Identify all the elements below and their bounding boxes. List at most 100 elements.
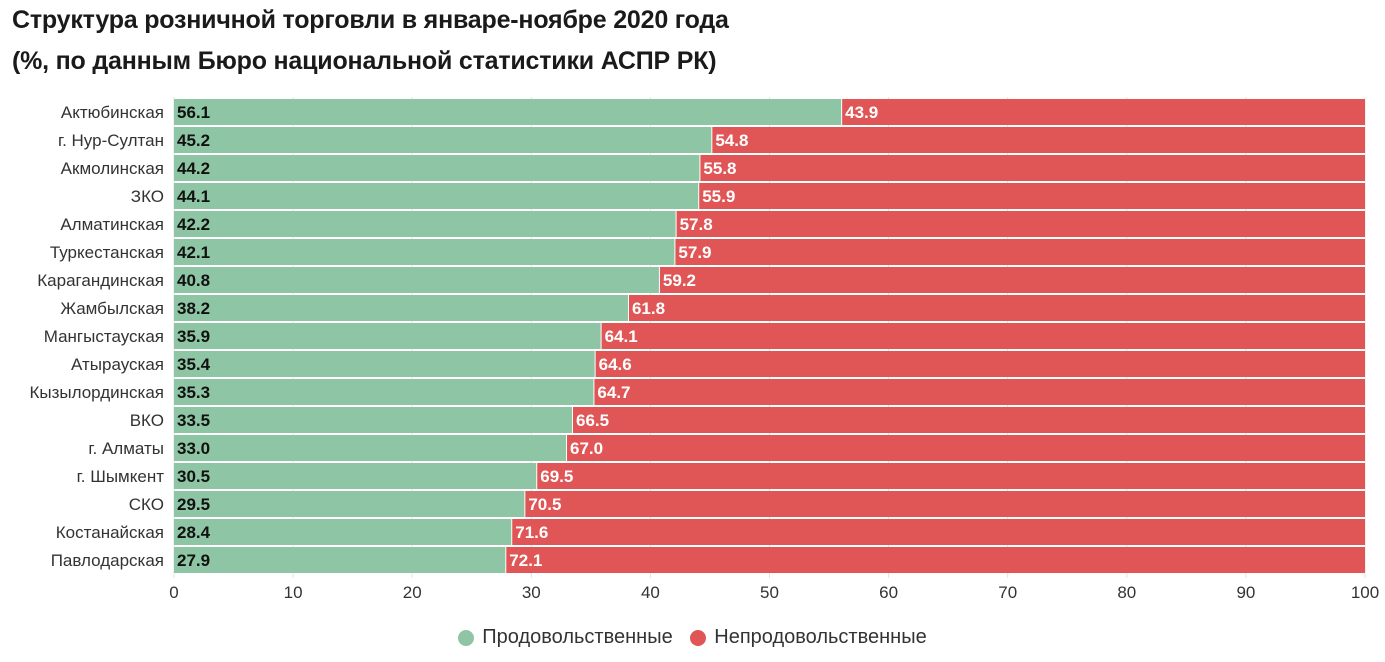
bar-nonfood bbox=[594, 379, 1365, 405]
legend-item-nonfood: Непродовольственные bbox=[690, 626, 927, 649]
legend-item-food: Продовольственные bbox=[458, 626, 673, 649]
bar-food bbox=[174, 379, 594, 405]
bar-nonfood bbox=[699, 183, 1365, 209]
data-label-nonfood: 66.5 bbox=[576, 411, 609, 430]
data-label-food: 35.3 bbox=[177, 383, 210, 402]
bar-food bbox=[174, 351, 595, 377]
bar-food bbox=[174, 183, 699, 209]
x-tick-label: 40 bbox=[641, 583, 660, 602]
data-label-nonfood: 61.8 bbox=[632, 299, 665, 318]
bar-food bbox=[174, 547, 506, 573]
bar-nonfood bbox=[628, 295, 1365, 321]
bar-food bbox=[174, 463, 537, 489]
data-label-nonfood: 57.8 bbox=[680, 215, 713, 234]
category-label: Атырауская bbox=[71, 355, 164, 374]
data-label-nonfood: 59.2 bbox=[663, 271, 696, 290]
category-label: Туркестанская bbox=[50, 243, 164, 262]
data-label-food: 45.2 bbox=[177, 131, 210, 150]
data-label-food: 27.9 bbox=[177, 551, 210, 570]
x-tick-label: 30 bbox=[522, 583, 541, 602]
data-label-nonfood: 70.5 bbox=[528, 495, 561, 514]
x-tick-label: 60 bbox=[879, 583, 898, 602]
x-tick-label: 90 bbox=[1236, 583, 1255, 602]
chart-subtitle: (%, по данным Бюро национальной статисти… bbox=[12, 47, 717, 75]
data-label-nonfood: 64.1 bbox=[605, 327, 638, 346]
category-label: Акмолинская bbox=[61, 159, 164, 178]
data-label-nonfood: 43.9 bbox=[845, 103, 878, 122]
x-tick-label: 70 bbox=[998, 583, 1017, 602]
bar-food bbox=[174, 519, 512, 545]
data-label-nonfood: 71.6 bbox=[515, 523, 548, 542]
stacked-bar-chart: 0 10 20 30 40 50 60 70 80 90 100 Актюбинская 56.1 43.… bbox=[29, 97, 1379, 602]
data-label-food: 56.1 bbox=[177, 103, 210, 122]
data-label-food: 33.5 bbox=[177, 411, 210, 430]
data-label-nonfood: 69.5 bbox=[540, 467, 573, 486]
bar-food bbox=[174, 99, 842, 125]
bar-nonfood bbox=[675, 239, 1365, 265]
category-label: Жамбылская bbox=[60, 299, 164, 318]
data-label-food: 35.9 bbox=[177, 327, 210, 346]
data-label-food: 40.8 bbox=[177, 271, 210, 290]
x-tick-label: 0 bbox=[169, 583, 178, 602]
data-label-nonfood: 57.9 bbox=[678, 243, 711, 262]
data-label-food: 33.0 bbox=[177, 439, 210, 458]
legend-label-food: Продовольственные bbox=[482, 626, 673, 648]
bar-food bbox=[174, 295, 628, 321]
data-label-food: 35.4 bbox=[177, 355, 211, 374]
bar-food bbox=[174, 407, 572, 433]
bar-nonfood bbox=[842, 99, 1365, 125]
data-label-nonfood: 55.8 bbox=[703, 159, 736, 178]
legend-label-nonfood: Непродовольственные bbox=[714, 626, 927, 648]
data-label-food: 44.1 bbox=[177, 187, 210, 206]
category-label: г. Алматы bbox=[88, 439, 164, 458]
category-label: Актюбинская bbox=[61, 103, 164, 122]
data-label-nonfood: 72.1 bbox=[509, 551, 542, 570]
category-label: г. Нур-Султан bbox=[58, 131, 164, 150]
chart-title: Структура розничной торговли в январе-но… bbox=[12, 6, 729, 34]
category-label: СКО bbox=[129, 495, 164, 514]
bar-nonfood bbox=[525, 491, 1365, 517]
x-tick-label: 50 bbox=[760, 583, 779, 602]
bar-nonfood bbox=[595, 351, 1365, 377]
data-label-food: 44.2 bbox=[177, 159, 210, 178]
bar-nonfood bbox=[567, 435, 1365, 461]
bar-nonfood bbox=[601, 323, 1365, 349]
category-label: Карагандинская bbox=[37, 271, 164, 290]
category-label: Павлодарская bbox=[51, 551, 164, 570]
data-label-food: 38.2 bbox=[177, 299, 210, 318]
bar-food bbox=[174, 323, 601, 349]
category-label: Кызылординская bbox=[29, 383, 164, 402]
bar-nonfood bbox=[537, 463, 1365, 489]
bar-nonfood bbox=[712, 127, 1365, 153]
data-label-nonfood: 64.7 bbox=[597, 383, 630, 402]
data-label-nonfood: 64.6 bbox=[599, 355, 632, 374]
legend-swatch-nonfood bbox=[690, 629, 707, 646]
data-label-food: 28.4 bbox=[177, 523, 211, 542]
bar-food bbox=[174, 127, 712, 153]
bar-nonfood bbox=[572, 407, 1365, 433]
bar-nonfood bbox=[512, 519, 1365, 545]
bar-nonfood bbox=[659, 267, 1365, 293]
bar-nonfood bbox=[676, 211, 1365, 237]
data-label-nonfood: 55.9 bbox=[702, 187, 735, 206]
x-tick-label: 10 bbox=[284, 583, 303, 602]
data-label-food: 42.2 bbox=[177, 215, 210, 234]
bar-nonfood bbox=[700, 155, 1365, 181]
bar-food bbox=[174, 155, 700, 181]
data-label-food: 30.5 bbox=[177, 467, 210, 486]
x-tick-label: 100 bbox=[1351, 583, 1379, 602]
data-label-nonfood: 67.0 bbox=[570, 439, 603, 458]
data-label-nonfood: 54.8 bbox=[715, 131, 748, 150]
bar-food bbox=[174, 491, 525, 517]
category-label: ЗКО bbox=[131, 187, 164, 206]
category-label: Костанайская bbox=[56, 523, 164, 542]
data-label-food: 29.5 bbox=[177, 495, 210, 514]
bar-nonfood bbox=[506, 547, 1365, 573]
legend: Продовольственные Непродовольственные bbox=[0, 626, 1385, 652]
x-tick-label: 80 bbox=[1117, 583, 1136, 602]
category-label: Мангыстауская bbox=[44, 327, 164, 346]
bar-food bbox=[174, 211, 676, 237]
bar-food bbox=[174, 267, 659, 293]
legend-swatch-food bbox=[458, 629, 475, 646]
data-label-food: 42.1 bbox=[177, 243, 210, 262]
